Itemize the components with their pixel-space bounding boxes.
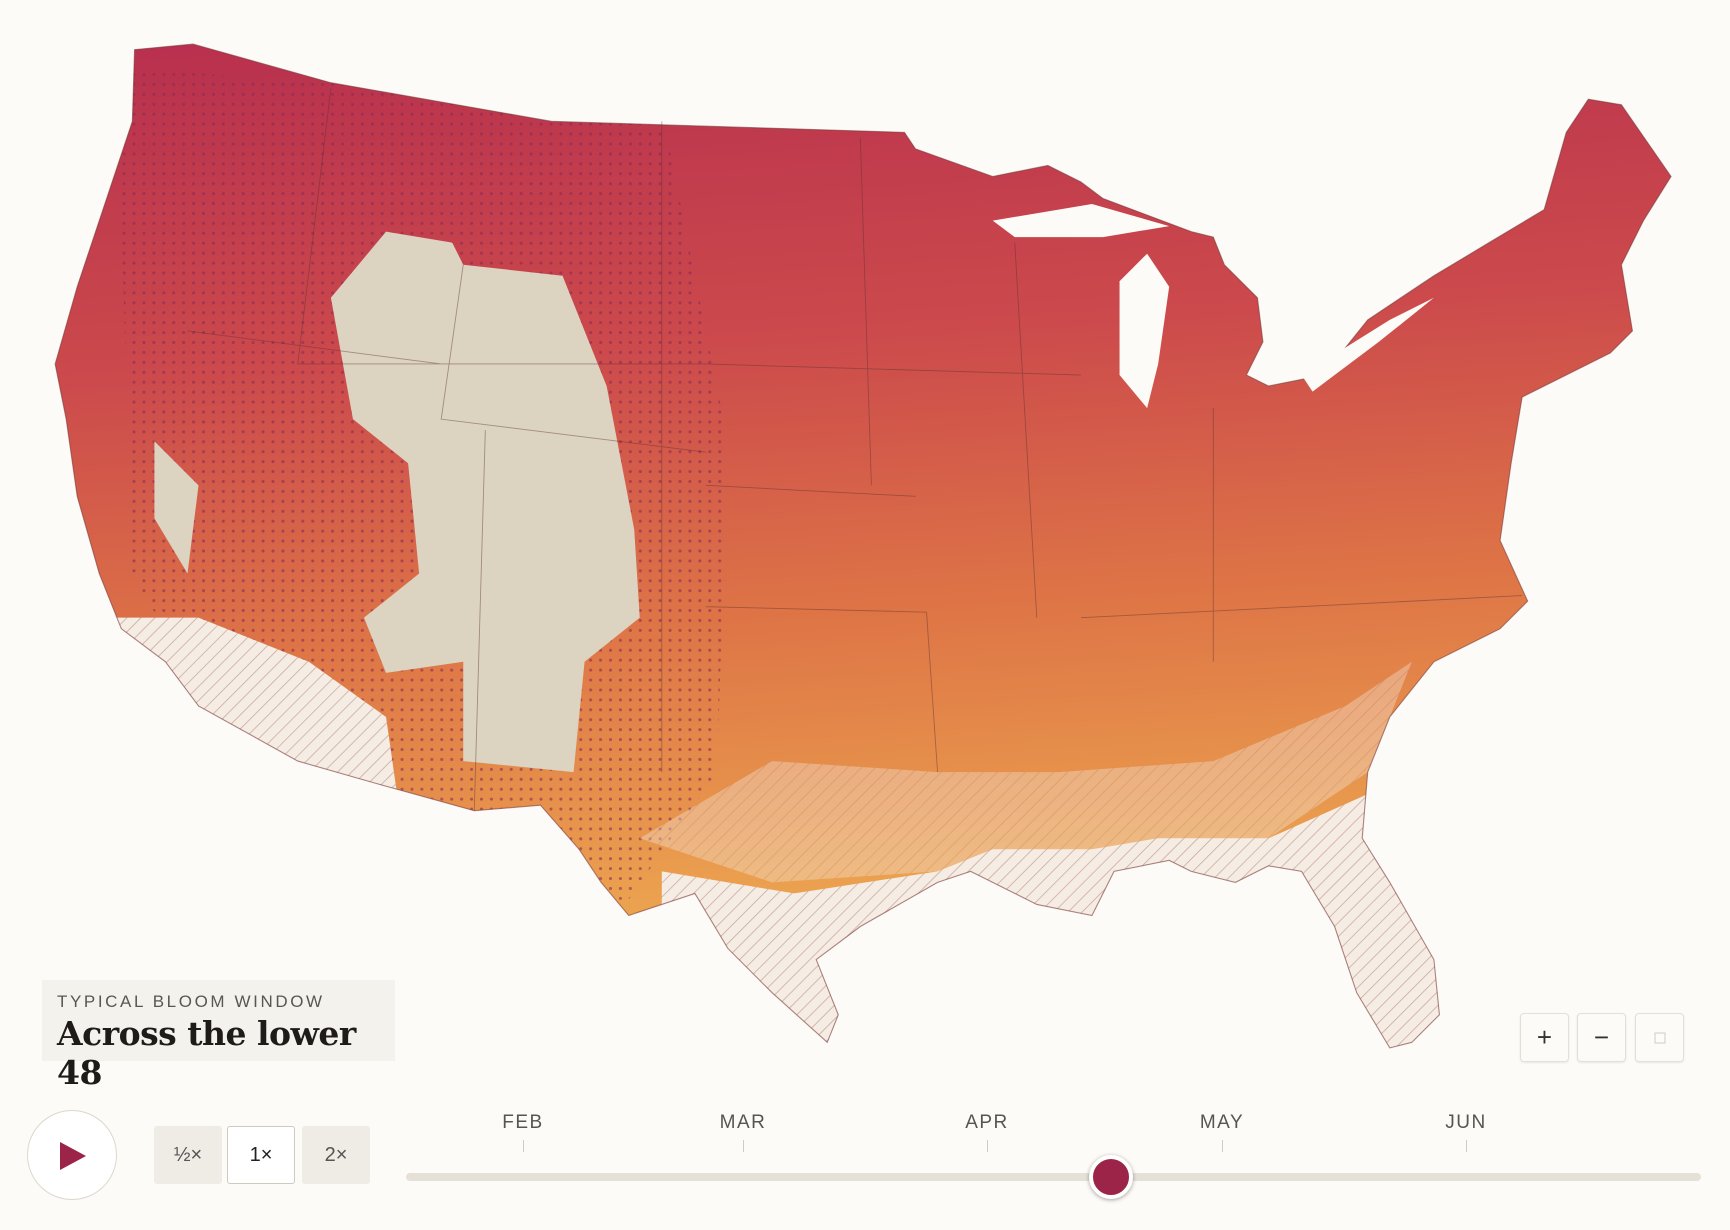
month-tick [523, 1140, 524, 1152]
legend: TYPICAL BLOOM WINDOW Across the lower 48 [42, 980, 395, 1092]
us-map [54, 43, 1672, 1049]
speed-button[interactable]: ½× [154, 1126, 222, 1184]
month-label: APR [965, 1112, 1009, 1133]
month-tick [1466, 1140, 1467, 1152]
timeline-thumb[interactable] [1089, 1155, 1133, 1199]
month-label: JUN [1445, 1112, 1487, 1133]
month-tick [1222, 1140, 1223, 1152]
zoom-out-button[interactable]: − [1577, 1013, 1626, 1062]
speed-button[interactable]: 1× [227, 1126, 295, 1184]
map[interactable] [0, 0, 1730, 1080]
month-label: FEB [502, 1112, 544, 1133]
month-tick [743, 1140, 744, 1152]
play-icon [60, 1142, 86, 1170]
zoom-in-button[interactable]: + [1520, 1013, 1569, 1062]
month-tick [987, 1140, 988, 1152]
play-button[interactable] [27, 1110, 117, 1200]
month-label: MAR [719, 1112, 767, 1133]
legend-title: Across the lower 48 [57, 1014, 356, 1092]
month-label: MAY [1199, 1112, 1245, 1133]
legend-eyebrow: TYPICAL BLOOM WINDOW [57, 992, 325, 1011]
speed-button[interactable]: 2× [302, 1126, 370, 1184]
timeline-track[interactable] [406, 1173, 1701, 1181]
reset-zoom-button[interactable] [1635, 1013, 1684, 1062]
reset-icon [1654, 1032, 1665, 1043]
